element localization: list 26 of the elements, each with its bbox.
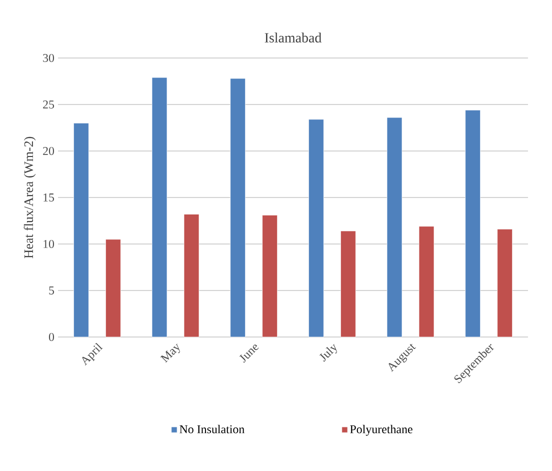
y-tick-label: 30 [43, 54, 54, 62]
legend-label: Polyurethane [350, 424, 412, 436]
x-tick-label: July [319, 344, 337, 362]
bar [105, 239, 121, 338]
bar [465, 110, 481, 338]
y-tick-label: 15 [44, 193, 54, 202]
chart-title: Islamabad [264, 32, 322, 43]
y-tick-label: 10 [44, 240, 54, 248]
x-tick-label: June [239, 344, 259, 363]
y-axis-title: Heat flux/Area (Wm-2) [24, 136, 36, 258]
bar [386, 117, 402, 338]
y-tick-label: 25 [43, 100, 54, 109]
bar [262, 214, 278, 338]
bar [418, 226, 434, 338]
y-tick-label: 0 [48, 332, 54, 342]
bar [308, 119, 324, 338]
bar [230, 78, 246, 338]
y-tick-label: 20 [43, 146, 54, 156]
x-tick-label: May [160, 344, 180, 363]
bar [340, 230, 356, 338]
bar [152, 77, 168, 338]
legend-label: No Insulation [180, 424, 244, 434]
bar [73, 122, 89, 338]
bar [497, 228, 513, 338]
bar [184, 214, 200, 338]
y-tick-label: 5 [49, 286, 54, 294]
